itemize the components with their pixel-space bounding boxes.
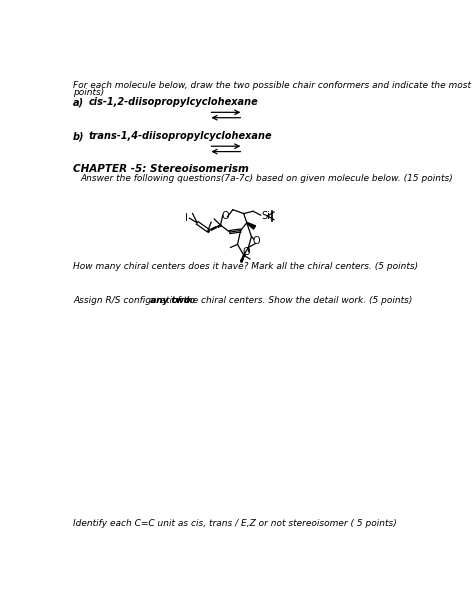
Text: O: O (221, 211, 229, 221)
Text: For each molecule below, draw the two possible chair conformers and indicate the: For each molecule below, draw the two po… (73, 81, 474, 90)
Text: Answer the following questions(7a-7c) based on given molecule below. (15 points): Answer the following questions(7a-7c) ba… (81, 174, 454, 182)
Text: I: I (185, 213, 188, 223)
Text: cis-1,2-diisopropylcyclohexane: cis-1,2-diisopropylcyclohexane (89, 97, 258, 107)
Polygon shape (246, 223, 255, 229)
Text: b): b) (73, 131, 85, 141)
Text: How many chiral centers does it have? Mark all the chiral centers. (5 points): How many chiral centers does it have? Ma… (73, 262, 419, 271)
Text: trans-1,4-diisopropylcyclohexane: trans-1,4-diisopropylcyclohexane (89, 131, 273, 141)
Text: CHAPTER -5: Stereoisomerism: CHAPTER -5: Stereoisomerism (73, 164, 249, 174)
Text: Si: Si (261, 211, 270, 221)
Text: of the chiral centers. Show the detail work. (5 points): of the chiral centers. Show the detail w… (170, 296, 413, 305)
Text: Assign R/S configuration to: Assign R/S configuration to (73, 296, 198, 305)
Text: O: O (242, 247, 250, 257)
Text: Identify each C=C unit as cis, trans / E,Z or not stereoisomer ( 5 points): Identify each C=C unit as cis, trans / E… (73, 518, 397, 528)
Text: any two: any two (150, 296, 191, 305)
Text: a): a) (73, 97, 84, 107)
Text: points): points) (73, 88, 104, 97)
Text: O: O (252, 236, 260, 245)
